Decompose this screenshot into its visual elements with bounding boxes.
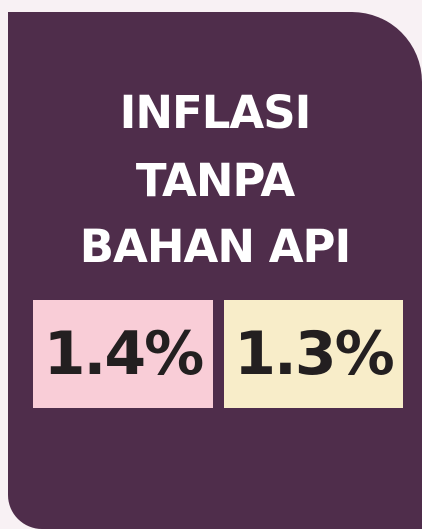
title-line: INFLASI [119,86,312,139]
card: INFLASI TANPA BAHAN API 1.4% 1.3% [8,12,422,529]
value-box: 1.3% [224,300,403,408]
title-line: BAHAN API [79,220,352,273]
value-box: 1.4% [33,300,213,408]
title-line: TANPA [135,154,295,207]
